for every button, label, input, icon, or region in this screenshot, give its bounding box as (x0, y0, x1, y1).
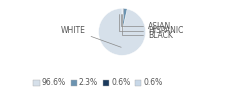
Text: WHITE: WHITE (61, 26, 121, 47)
Text: BLACK: BLACK (122, 14, 173, 40)
Wedge shape (122, 8, 124, 32)
Wedge shape (122, 8, 123, 32)
Text: ASIAN: ASIAN (121, 14, 172, 30)
Wedge shape (122, 8, 127, 32)
Wedge shape (99, 8, 145, 55)
Text: HISPANIC: HISPANIC (119, 14, 184, 35)
Legend: 96.6%, 2.3%, 0.6%, 0.6%: 96.6%, 2.3%, 0.6%, 0.6% (30, 75, 166, 90)
